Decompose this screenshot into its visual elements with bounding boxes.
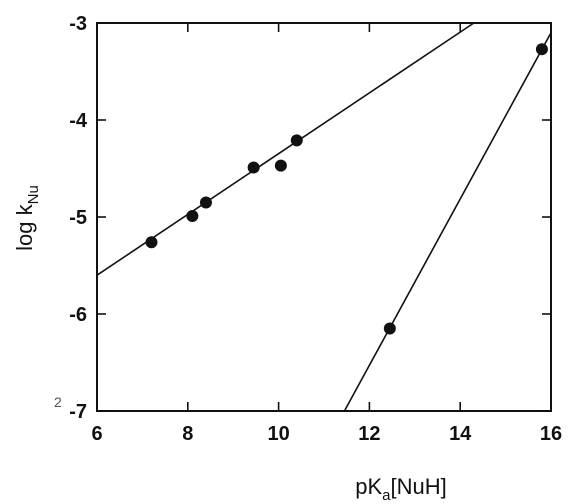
tick-labels: 6 8 10 12 14 16 -3 -4 -5 -6 -7 xyxy=(69,13,562,445)
data-point-series-2 xyxy=(383,322,396,335)
tick-marks xyxy=(96,22,552,412)
y-axis-title-main: log k xyxy=(12,203,37,250)
plot-frame xyxy=(96,22,552,412)
y-tick-label: -5 xyxy=(69,207,87,229)
y-tick-label: -6 xyxy=(69,304,87,326)
data-point-series-1 xyxy=(274,159,287,172)
plot-border xyxy=(96,22,552,412)
data-point-series-1 xyxy=(290,134,303,147)
data-points xyxy=(145,43,548,335)
y-axis-title: log kNu xyxy=(12,185,42,251)
fit-lines xyxy=(96,22,552,412)
x-tick-label: 8 xyxy=(182,423,193,445)
x-tick-label: 14 xyxy=(449,423,472,445)
y-tick-label: -3 xyxy=(69,13,87,35)
x-tick-label: 6 xyxy=(91,423,102,445)
x-axis-title-main: pK xyxy=(355,474,382,499)
fit-line-series-2 xyxy=(343,32,552,412)
fit-line-series-1 xyxy=(96,22,475,276)
x-tick-label: 10 xyxy=(267,423,289,445)
x-axis-title: pKa[NuH] xyxy=(355,474,447,504)
y-axis-title-sub: Nu xyxy=(25,185,42,204)
stray-mark: 2 xyxy=(54,394,62,410)
x-axis-title-rest: [NuH] xyxy=(391,474,447,499)
x-tick-label: 16 xyxy=(540,423,562,445)
y-tick-label: -7 xyxy=(69,401,87,423)
x-tick-label: 12 xyxy=(358,423,380,445)
data-point-series-1 xyxy=(247,161,260,174)
data-point-series-1 xyxy=(145,236,158,249)
y-tick-label: -4 xyxy=(69,110,88,132)
data-point-series-2 xyxy=(535,43,548,56)
data-point-series-1 xyxy=(186,210,199,223)
x-axis-title-sub: a xyxy=(382,487,391,504)
data-point-series-1 xyxy=(199,196,212,209)
